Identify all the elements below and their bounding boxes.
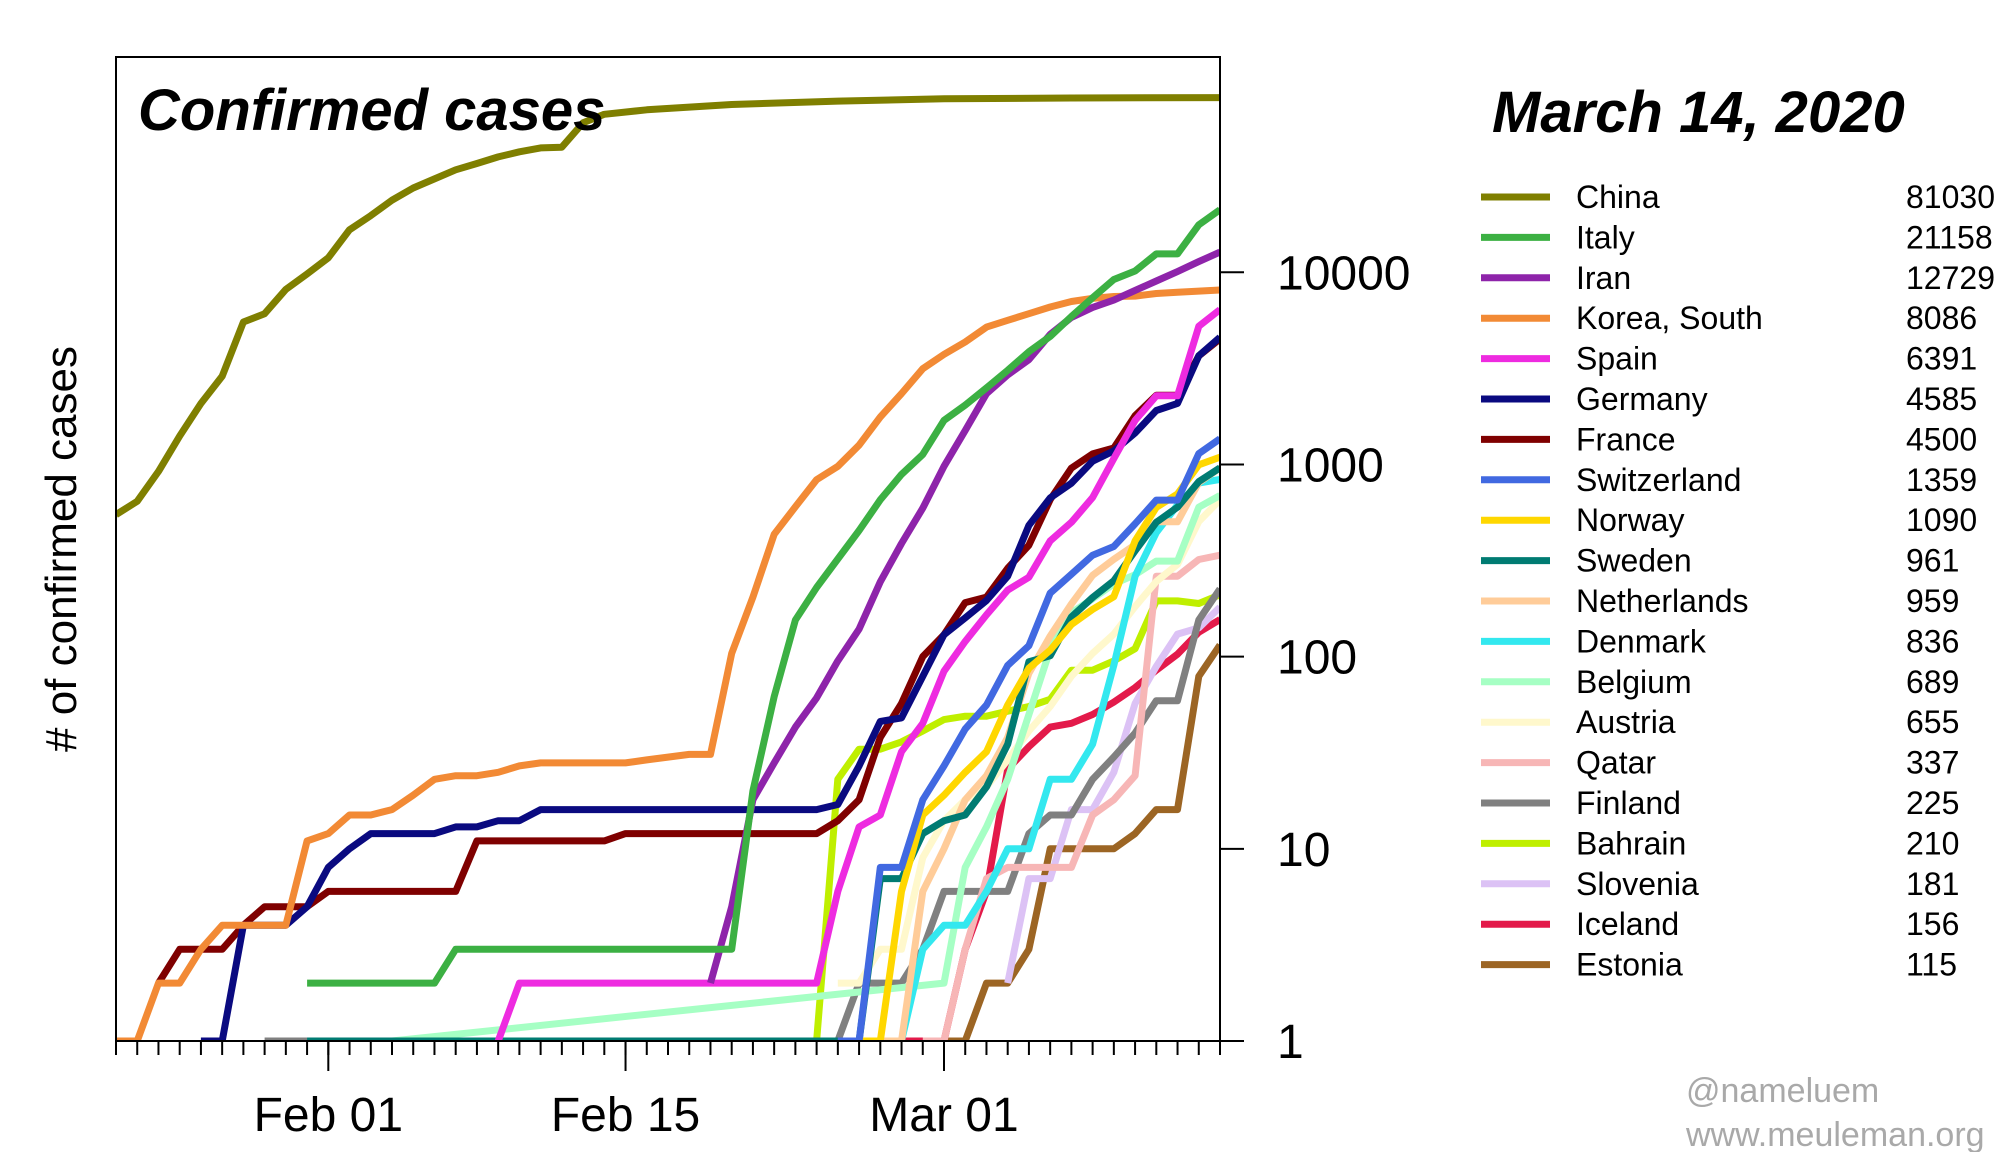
- legend-value-austria: 655: [1906, 704, 1959, 740]
- y-tick-label: 100: [1277, 632, 1357, 685]
- legend-value-korea-south: 8086: [1906, 300, 1977, 336]
- x-tick-label: Mar 01: [869, 1089, 1018, 1142]
- legend-value-china: 81030: [1906, 179, 1995, 215]
- series-line-netherlands: [880, 465, 1220, 1041]
- legend-value-germany: 4585: [1906, 381, 1977, 417]
- legend-label-italy: Italy: [1576, 219, 1635, 255]
- series-line-switzerland: [837, 435, 1220, 1041]
- legend-label-netherlands: Netherlands: [1576, 583, 1749, 619]
- legend-label-germany: Germany: [1576, 381, 1708, 417]
- series-line-italy: [307, 206, 1220, 987]
- y-tick-label: 10000: [1277, 247, 1410, 300]
- legend-value-norway: 1090: [1906, 502, 1977, 538]
- legend-label-korea-south: Korea, South: [1576, 300, 1763, 336]
- legend-value-netherlands: 959: [1906, 583, 1959, 619]
- series-lines: [116, 94, 1220, 1041]
- series-line-germany: [200, 334, 1220, 1041]
- legend-label-norway: Norway: [1576, 502, 1684, 538]
- y-tick-label: 1: [1277, 1016, 1304, 1069]
- series-line-slovenia: [1004, 604, 1220, 984]
- legend-label-qatar: Qatar: [1576, 745, 1656, 781]
- legend-label-bahrain: Bahrain: [1576, 825, 1686, 861]
- x-axis: Feb 01 Feb 15 Mar 01: [115, 1040, 1221, 1142]
- legend-label-france: France: [1576, 421, 1676, 457]
- series-line-iran: [707, 248, 1220, 985]
- series-line-norway: [859, 453, 1220, 1041]
- series-line-austria: [837, 497, 1220, 987]
- y-tick-label: 1000: [1277, 439, 1384, 492]
- date-heading: March 14, 2020: [1492, 80, 1905, 145]
- legend-value-iceland: 156: [1906, 906, 1959, 942]
- legend-label-china: China: [1576, 179, 1660, 215]
- series-line-china: [116, 94, 1220, 518]
- series-line-spain: [494, 306, 1220, 1041]
- series-line-korea-south: [116, 286, 1220, 1041]
- legend-label-finland: Finland: [1576, 785, 1681, 821]
- legend-value-qatar: 337: [1906, 745, 1959, 781]
- legend-label-austria: Austria: [1576, 704, 1676, 740]
- legend: China 81030 Italy 21158 Iran 12729 Korea, Sout…: [1481, 179, 1995, 983]
- legend-label-iceland: Iceland: [1576, 906, 1679, 942]
- legend-value-france: 4500: [1906, 421, 1977, 457]
- y-tick-label: 10: [1277, 824, 1330, 877]
- y-axis: 1 10 100 1000 10000: [1219, 57, 1410, 1069]
- legend-label-sweden: Sweden: [1576, 543, 1692, 579]
- legend-value-slovenia: 181: [1906, 866, 1959, 902]
- legend-value-denmark: 836: [1906, 623, 1959, 659]
- legend-label-estonia: Estonia: [1576, 947, 1683, 983]
- legend-label-iran: Iran: [1576, 260, 1631, 296]
- legend-value-belgium: 689: [1906, 664, 1959, 700]
- legend-value-iran: 12729: [1906, 260, 1995, 296]
- legend-value-bahrain: 210: [1906, 825, 1959, 861]
- legend-value-finland: 225: [1906, 785, 1959, 821]
- y-axis-label: # of confirmed cases: [37, 346, 86, 752]
- series-line-finland: [264, 586, 1220, 1041]
- plot-frame: [115, 56, 1221, 1042]
- legend-label-denmark: Denmark: [1576, 623, 1707, 659]
- legend-value-switzerland: 1359: [1906, 462, 1977, 498]
- legend-label-spain: Spain: [1576, 341, 1658, 377]
- chart-title: Confirmed cases: [138, 78, 605, 143]
- credit-handle: @nameluem: [1686, 1072, 1879, 1110]
- legend-value-estonia: 115: [1906, 947, 1957, 983]
- x-tick-label: Feb 01: [254, 1089, 403, 1142]
- credit-website: www.meuleman.org: [1685, 1116, 1985, 1152]
- legend-label-belgium: Belgium: [1576, 664, 1692, 700]
- series-line-qatar: [922, 551, 1220, 1041]
- legend-label-slovenia: Slovenia: [1576, 866, 1699, 902]
- x-tick-label: Feb 15: [551, 1089, 700, 1142]
- legend-value-italy: 21158: [1906, 219, 1993, 255]
- legend-value-sweden: 961: [1906, 543, 1959, 579]
- legend-value-spain: 6391: [1906, 341, 1977, 377]
- legend-label-switzerland: Switzerland: [1576, 462, 1741, 498]
